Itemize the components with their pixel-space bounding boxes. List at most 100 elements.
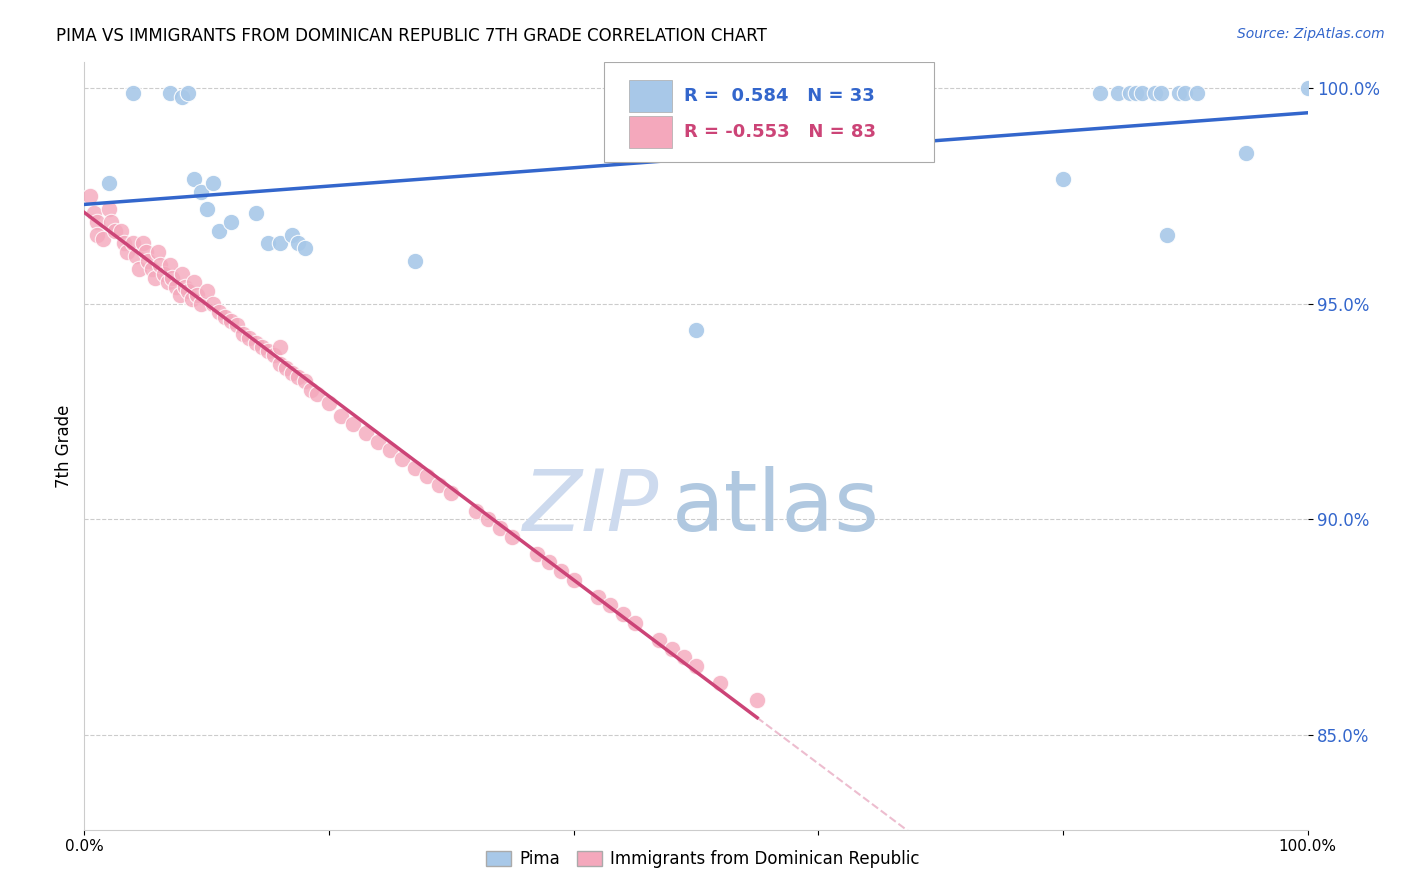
Point <box>226 318 249 333</box>
Point <box>526 547 548 561</box>
Point <box>1119 86 1142 100</box>
Point <box>86 227 108 242</box>
Text: R =  0.584   N = 33: R = 0.584 N = 33 <box>683 87 875 105</box>
Point <box>195 284 218 298</box>
Y-axis label: 7th Grade: 7th Grade <box>55 404 73 488</box>
Point <box>489 521 512 535</box>
Point <box>172 90 194 104</box>
Point <box>190 297 212 311</box>
Point <box>136 253 159 268</box>
Point <box>183 171 205 186</box>
Point <box>294 241 316 255</box>
Point <box>219 215 242 229</box>
Point <box>245 335 267 350</box>
Point <box>404 460 426 475</box>
Point <box>586 590 609 604</box>
Point <box>177 86 200 100</box>
Point <box>83 206 105 220</box>
FancyBboxPatch shape <box>628 80 672 112</box>
Point <box>86 215 108 229</box>
Point <box>177 284 200 298</box>
Point <box>747 693 769 707</box>
Point <box>464 503 486 517</box>
Point <box>112 236 135 251</box>
Point <box>404 253 426 268</box>
Point <box>125 249 148 263</box>
Point <box>169 288 191 302</box>
Point <box>709 676 731 690</box>
Point <box>232 326 254 341</box>
Point <box>97 176 120 190</box>
Point <box>100 215 122 229</box>
Point <box>1187 86 1209 100</box>
Point <box>269 357 291 371</box>
Point <box>477 512 499 526</box>
Point <box>190 185 212 199</box>
Point <box>1052 171 1074 186</box>
Point <box>1132 86 1154 100</box>
Text: R = -0.553   N = 83: R = -0.553 N = 83 <box>683 123 876 141</box>
Point <box>305 387 328 401</box>
Point <box>245 206 267 220</box>
Point <box>183 275 205 289</box>
Point <box>91 232 114 246</box>
Point <box>153 267 176 281</box>
Point <box>276 361 298 376</box>
Point <box>367 434 389 449</box>
Point <box>115 245 138 260</box>
Point <box>612 607 634 621</box>
Point <box>391 451 413 466</box>
Point <box>149 258 172 272</box>
Point <box>685 658 707 673</box>
Point <box>1107 86 1129 100</box>
Point <box>110 223 132 237</box>
Point <box>172 267 194 281</box>
Point <box>128 262 150 277</box>
Point <box>79 189 101 203</box>
Point <box>214 310 236 324</box>
Point <box>538 555 561 569</box>
Text: Source: ZipAtlas.com: Source: ZipAtlas.com <box>1237 27 1385 41</box>
Point <box>1296 81 1319 95</box>
Point <box>1168 86 1191 100</box>
Point <box>201 176 224 190</box>
Point <box>354 426 377 441</box>
Point <box>257 344 280 359</box>
Point <box>502 529 524 543</box>
Point <box>269 236 291 251</box>
Point <box>159 86 181 100</box>
Point <box>104 223 127 237</box>
Point <box>1156 227 1178 242</box>
Point <box>1174 86 1197 100</box>
Point <box>173 279 195 293</box>
Point <box>208 223 231 237</box>
Legend: Pima, Immigrants from Dominican Republic: Pima, Immigrants from Dominican Republic <box>479 844 927 875</box>
Point <box>685 323 707 337</box>
Point <box>672 650 695 665</box>
Point <box>238 331 260 345</box>
Point <box>208 305 231 319</box>
Point <box>186 288 208 302</box>
Point <box>219 314 242 328</box>
Point <box>330 409 353 423</box>
Point <box>281 227 304 242</box>
Point <box>661 641 683 656</box>
Point <box>201 297 224 311</box>
FancyBboxPatch shape <box>605 62 935 162</box>
Point <box>648 632 671 647</box>
Point <box>599 599 621 613</box>
Point <box>624 615 647 630</box>
Point <box>299 383 322 397</box>
Text: ZIP: ZIP <box>523 466 659 549</box>
Point <box>342 417 364 432</box>
Point <box>440 486 463 500</box>
Point <box>427 477 450 491</box>
Point <box>122 86 145 100</box>
Point <box>165 279 187 293</box>
Point <box>562 573 585 587</box>
Point <box>287 370 309 384</box>
Point <box>1088 86 1111 100</box>
Point <box>122 236 145 251</box>
Point <box>257 236 280 251</box>
Point <box>1236 145 1258 160</box>
